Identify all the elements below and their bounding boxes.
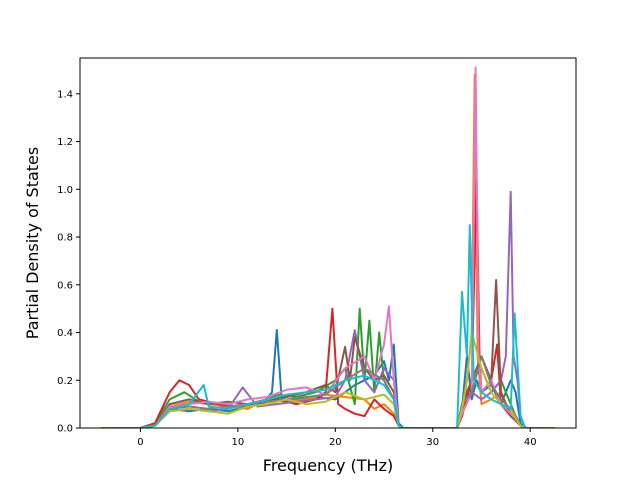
y-tick-label: 0.4: [57, 328, 73, 339]
x-axis: 0 10 20 30 40: [137, 428, 537, 448]
x-tick-label: 20: [329, 437, 342, 448]
plot-frame: [79, 57, 577, 429]
x-tick-label: 40: [524, 437, 537, 448]
series-layer: [101, 66, 555, 428]
series-line-4: [101, 178, 555, 428]
y-axis: 0.0 0.2 0.4 0.6 0.8 1.0 1.2 1.4: [57, 89, 80, 435]
x-tick-label: 30: [426, 437, 439, 448]
y-tick-label: 1.4: [57, 89, 73, 100]
series-line-10: [101, 224, 555, 428]
y-tick-label: 1.2: [57, 137, 73, 148]
x-tick-label: 0: [137, 437, 143, 448]
x-tick-label: 10: [231, 437, 244, 448]
y-axis-label: Partial Density of States: [23, 147, 42, 339]
y-tick-label: 0.2: [57, 376, 73, 387]
y-tick-label: 1.0: [57, 185, 73, 196]
series-line-8: [101, 355, 555, 428]
x-axis-label: Frequency (THz): [263, 456, 393, 475]
y-tick-label: 0.8: [57, 233, 73, 244]
y-tick-label: 0.6: [57, 280, 73, 291]
series-line-5: [101, 190, 555, 428]
y-tick-label: 0.0: [57, 424, 73, 435]
